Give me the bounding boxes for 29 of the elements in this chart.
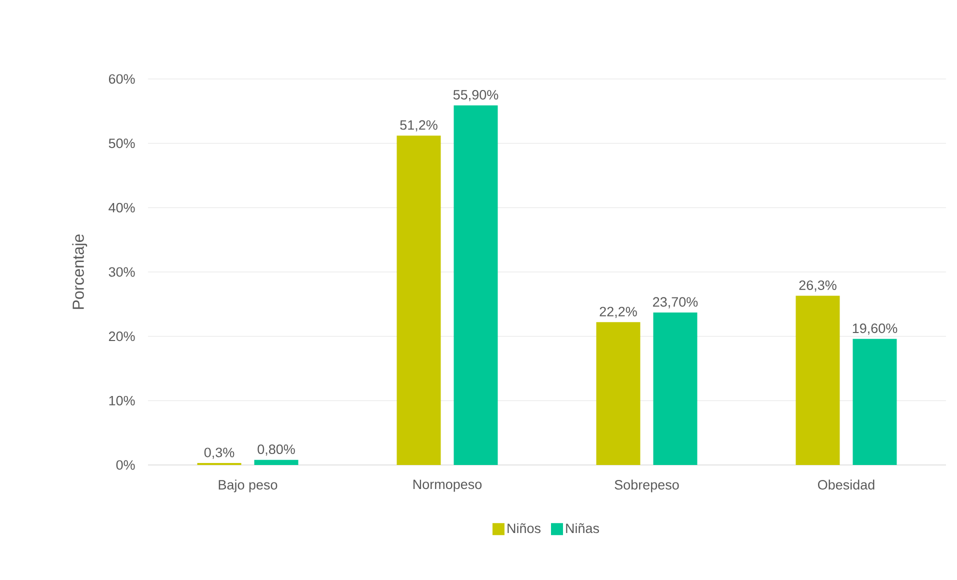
x-tick-label: Bajo peso xyxy=(218,480,278,492)
data-label: 26,3% xyxy=(799,280,836,292)
bar xyxy=(254,460,298,465)
data-label: 19,60% xyxy=(852,324,898,335)
y-tick-label: 10% xyxy=(109,396,135,406)
x-tick-label: Obesidad xyxy=(818,480,874,490)
data-label: 23,70% xyxy=(653,297,698,308)
bar xyxy=(796,296,840,465)
y-tick-label: 20% xyxy=(108,332,135,342)
y-tick-label: 30% xyxy=(108,267,135,277)
y-tick-label: 0% xyxy=(116,460,135,470)
data-label: 51,2% xyxy=(400,120,438,132)
bar xyxy=(596,322,640,465)
data-label: 55,90% xyxy=(453,90,498,102)
data-label: 22,2% xyxy=(600,306,637,318)
data-label: 0,3% xyxy=(204,448,234,459)
y-axis-title: Porcentaje xyxy=(72,234,88,309)
bar xyxy=(396,136,441,465)
bar xyxy=(454,105,498,465)
bar xyxy=(653,312,698,465)
x-tick-label: Sobrepeso xyxy=(614,480,679,492)
y-tick-label: 60% xyxy=(108,74,135,84)
y-tick-label: 40% xyxy=(108,202,135,212)
data-label: 0,80% xyxy=(258,444,295,456)
legend-label: Niñas xyxy=(566,523,600,534)
legend-label: Niños xyxy=(508,523,541,534)
x-tick-label: Normopeso xyxy=(413,480,482,492)
bar xyxy=(852,338,897,465)
y-tick-label: 50% xyxy=(108,138,135,148)
